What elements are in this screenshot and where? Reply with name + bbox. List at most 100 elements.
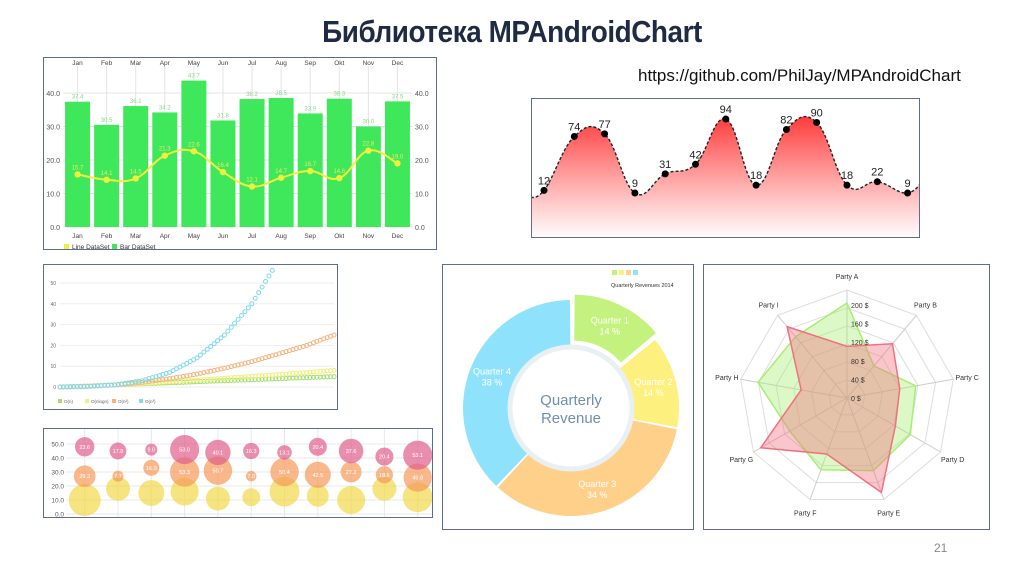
scatter-point xyxy=(197,352,203,358)
legend-swatch-bar xyxy=(112,244,117,249)
bubble-label: 53.0 xyxy=(179,448,190,454)
github-link[interactable]: https://github.com/PhilJay/MPAndroidChar… xyxy=(638,66,961,85)
bubble xyxy=(338,438,364,464)
data-point xyxy=(692,160,699,168)
bubble-label: 18.6 xyxy=(379,473,390,479)
x-tick-bottom: Okt xyxy=(334,233,344,240)
bubble xyxy=(170,435,200,465)
scatter-point xyxy=(119,381,125,387)
scatter-point xyxy=(324,374,330,380)
scatter-point xyxy=(81,384,87,390)
scatter-chart-svg: 0 10 20 30 40 50 O(n) O(nlogn) O(n²) O(n³) xyxy=(50,267,337,404)
scatter-point xyxy=(317,368,323,374)
bubble xyxy=(205,439,231,466)
scatter-point xyxy=(259,284,265,290)
bubble xyxy=(145,443,158,456)
bar-value-label: 37.5 xyxy=(392,94,404,100)
web-ring xyxy=(793,343,901,450)
x-tick-bottom: Jun xyxy=(218,233,229,240)
y-tick-left: 0.0 xyxy=(50,225,60,232)
radar-chart: Party A Party B Party C Party D Party E Party… xyxy=(703,264,990,530)
scatter-point xyxy=(317,374,323,380)
slice-label: Quarter 3 xyxy=(578,479,616,489)
bubble xyxy=(138,480,165,506)
scatter-point xyxy=(184,373,190,379)
bar-value-label: 43.7 xyxy=(188,74,200,80)
legend-swatch xyxy=(626,270,631,275)
x-tick-bottom: Aug xyxy=(275,233,287,240)
y-tick-left: 10.0 xyxy=(46,192,60,199)
y-tick: 50 xyxy=(50,281,56,287)
scatter-point xyxy=(252,373,258,379)
bubble-label: 42.5 xyxy=(312,473,323,479)
scatter-point xyxy=(167,379,173,385)
bubble xyxy=(242,488,261,507)
line-value-label: 21.3 xyxy=(159,147,171,153)
bar xyxy=(355,126,381,227)
scatter-point xyxy=(293,370,299,376)
scatter-point xyxy=(263,372,268,378)
radial-tick: 160 $ xyxy=(851,322,869,329)
scatter-point xyxy=(324,368,330,374)
line-point xyxy=(103,176,110,183)
scatter-point xyxy=(235,316,241,322)
y-tick-right: 40.0 xyxy=(415,91,429,98)
center-text-line1: Quarterly xyxy=(540,392,602,409)
line-point xyxy=(219,168,227,176)
data-label: 90 xyxy=(811,108,823,120)
data-label: 9 xyxy=(905,178,911,190)
web-axis xyxy=(809,397,848,500)
bubble xyxy=(73,465,96,488)
scatter-point xyxy=(266,273,272,279)
scatter-point xyxy=(304,375,310,381)
data-label: 74 xyxy=(568,121,580,133)
scatter-point xyxy=(201,349,207,355)
scatter-point xyxy=(204,346,210,352)
y-tick: 30 xyxy=(50,323,56,329)
y-tick: 10.0 xyxy=(51,498,64,505)
web-axis xyxy=(777,314,848,399)
scatter-point xyxy=(208,343,214,349)
radar-series xyxy=(757,301,917,472)
scatter-point xyxy=(187,378,193,384)
scatter-point xyxy=(194,355,200,361)
x-tick-top: Okt xyxy=(334,60,344,67)
bubble xyxy=(372,476,397,501)
y-tick-right: 10.0 xyxy=(415,192,429,199)
axis-label: Party I xyxy=(758,303,778,310)
data-point xyxy=(843,181,851,189)
bubble-chart-svg: 0.0 10.0 20.0 30.0 40.0 50.0 29.3 7.7 16.0 53.3 50… xyxy=(51,429,432,517)
bubble-chart: 0.0 10.0 20.0 30.0 40.0 50.0 29.3 7.7 16.0 53.3 50… xyxy=(43,428,433,518)
bar xyxy=(94,124,120,227)
y-tick: 0 xyxy=(53,385,56,391)
scatter-point xyxy=(67,384,73,390)
data-label: 77 xyxy=(598,119,610,131)
y-tick: 20 xyxy=(50,343,56,349)
scatter-point xyxy=(225,375,231,381)
line-point xyxy=(161,152,168,159)
scatter-point xyxy=(239,374,245,380)
line-value-label: 14.6 xyxy=(333,169,345,175)
web-ring xyxy=(811,361,883,433)
scatter-point xyxy=(256,373,262,379)
scatter-point xyxy=(256,290,262,296)
x-tick-top: Jan xyxy=(72,60,83,67)
bubble xyxy=(270,457,299,487)
scatter-point xyxy=(228,378,234,383)
y-tick: 30.0 xyxy=(51,470,64,477)
scatter-point xyxy=(314,374,320,380)
scatter-point xyxy=(187,372,193,378)
bar xyxy=(123,106,149,227)
line-point xyxy=(190,148,198,155)
scatter-point xyxy=(304,369,310,375)
data-point xyxy=(782,125,790,133)
bubble-label: 9.0 xyxy=(147,448,155,454)
bubble xyxy=(375,466,394,484)
bubble-label: 17.8 xyxy=(113,449,124,455)
line-value-label: 12.1 xyxy=(246,177,258,183)
line-value-label: 15.7 xyxy=(72,165,84,171)
scatter-point xyxy=(180,373,186,379)
line-point xyxy=(277,174,285,181)
bubble xyxy=(340,461,362,483)
bar-value-label: 38.2 xyxy=(246,92,258,98)
